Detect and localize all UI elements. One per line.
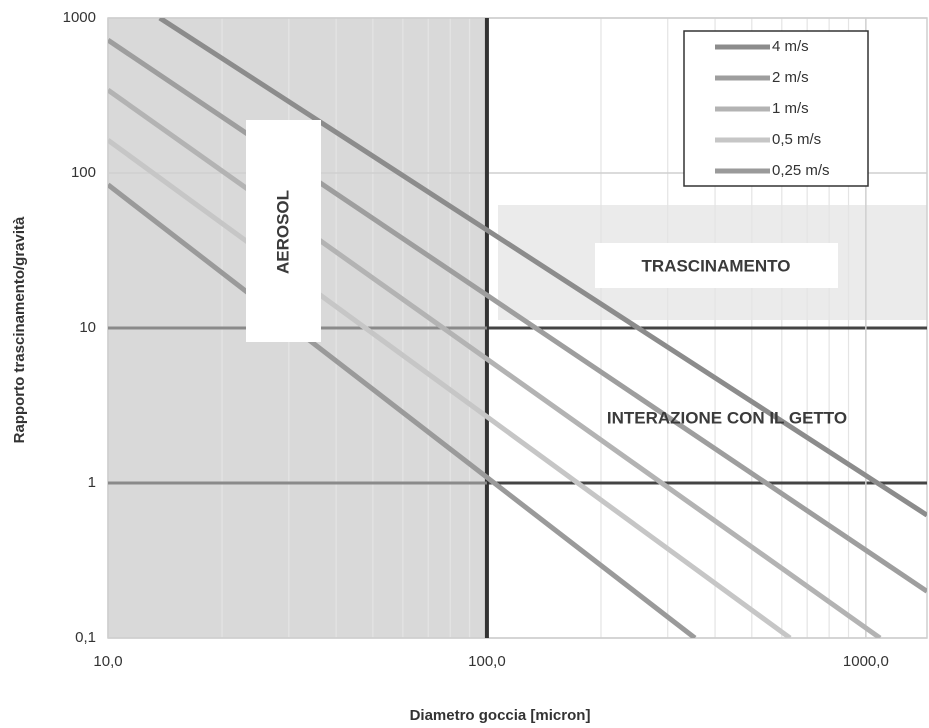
x-axis-title: Diametro goccia [micron] [410, 707, 591, 724]
x-tick-label: 1000,0 [843, 653, 889, 670]
annotation: TRASCINAMENTO [642, 256, 791, 275]
series-line [108, 182, 697, 638]
legend-label: 2 m/s [772, 69, 809, 86]
y-tick-label: 1000 [63, 9, 96, 26]
annotation: INTERAZIONE CON IL GETTO [607, 408, 847, 427]
x-tick-label: 100,0 [468, 653, 506, 670]
legend-box [683, 30, 869, 187]
y-tick-label: 100 [71, 164, 96, 181]
legend-label: 1 m/s [772, 100, 809, 117]
x-tick-label: 10,0 [93, 653, 122, 670]
series-line [108, 38, 927, 594]
series-line [158, 18, 927, 518]
series-line [108, 138, 792, 638]
series-line [108, 87, 882, 638]
annotation: AEROSOL [273, 190, 292, 274]
legend-label: 0,5 m/s [772, 131, 821, 148]
legend-label: 4 m/s [772, 38, 809, 55]
legend-label: 0,25 m/s [772, 162, 830, 179]
trascinamento-box [595, 243, 838, 288]
y-tick-label: 10 [79, 319, 96, 336]
y-axis-title: Rapporto trascinamento/gravità [11, 216, 28, 443]
aerosol-box [246, 120, 321, 342]
y-tick-label: 1 [88, 474, 96, 491]
series-group [108, 18, 927, 638]
y-tick-label: 0,1 [75, 629, 96, 646]
